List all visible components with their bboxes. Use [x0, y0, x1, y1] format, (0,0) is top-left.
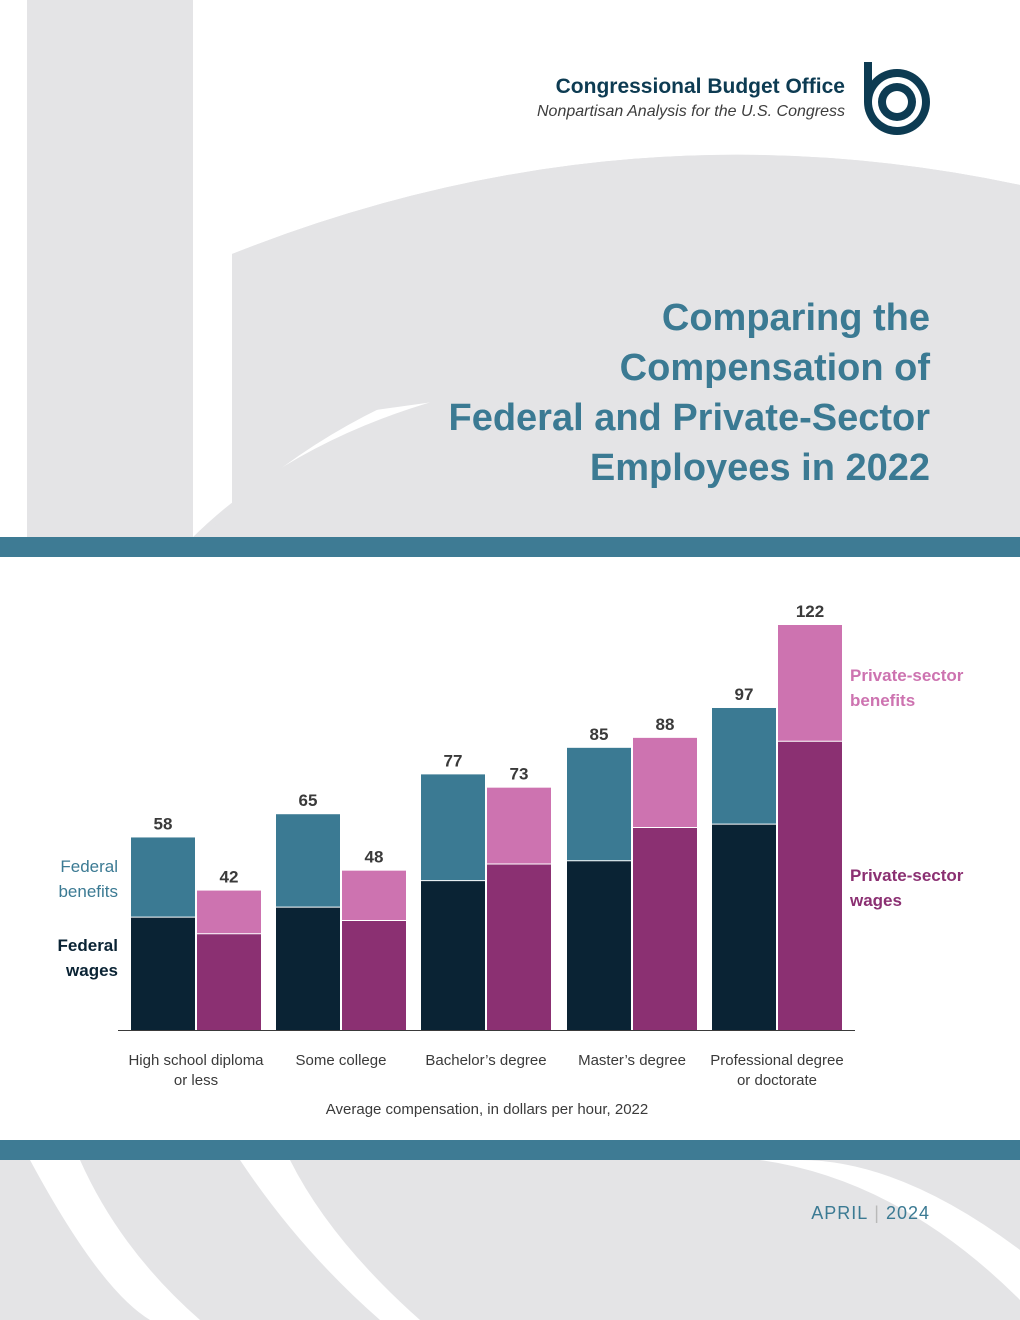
date-separator: | [874, 1203, 880, 1223]
federal-total-label: 65 [299, 791, 318, 810]
report-title: Comparing the Compensation of Federal an… [330, 293, 930, 493]
private-wages-bar [197, 933, 261, 1030]
federal-wages-bar [421, 880, 485, 1030]
background-lower-arc [30, 1160, 200, 1320]
private-total-label: 88 [656, 715, 675, 734]
federal-wages-bar [131, 917, 195, 1030]
legend-federal-wages: wages [65, 961, 118, 980]
legend-private-benefits: benefits [850, 691, 915, 710]
private-wages-bar [633, 827, 697, 1030]
cbo-logo-icon [864, 62, 930, 135]
private-benefits-bar [487, 787, 551, 865]
title-line-3: Federal and Private-Sector [448, 397, 930, 439]
private-benefits-bar [778, 625, 842, 742]
private-wages-bar [778, 741, 842, 1030]
private-total-label: 122 [796, 602, 824, 621]
report-year: 2024 [885, 1203, 930, 1223]
federal-benefits-bar [131, 837, 195, 918]
federal-wages-bar [712, 824, 776, 1030]
federal-total-label: 85 [590, 725, 609, 744]
legend-federal-benefits: Federal [60, 857, 118, 876]
report-header: Congressional Budget Office Nonpartisan … [537, 75, 845, 121]
private-total-label: 73 [510, 765, 529, 784]
title-line-2: Compensation of [619, 347, 930, 389]
category-tick-label: Bachelor’s degree [425, 1052, 546, 1069]
federal-total-label: 58 [154, 814, 173, 833]
title-line-4: Employees in 2022 [589, 447, 930, 489]
category-tick-label: Professional degree [710, 1052, 843, 1069]
legend-federal-wages: Federal [58, 936, 118, 955]
legend-federal-benefits: benefits [58, 882, 118, 901]
report-date: APRIL | 2024 [811, 1203, 930, 1224]
private-total-label: 42 [220, 868, 239, 887]
federal-total-label: 77 [444, 751, 463, 770]
federal-total-label: 97 [735, 685, 754, 704]
category-tick-label: or less [174, 1072, 218, 1089]
private-wages-bar [487, 864, 551, 1030]
federal-benefits-bar [276, 814, 340, 908]
legend-private-benefits: Private-sector [850, 666, 964, 685]
title-line-1: Comparing the [661, 297, 930, 339]
private-total-label: 48 [365, 848, 384, 867]
compensation-chart: 58 42 High school diploma or less 65 48 Some c… [58, 602, 964, 1118]
legend-private-wages: wages [849, 891, 902, 910]
category-tick-label: or doctorate [737, 1072, 817, 1089]
bottom-band [0, 1140, 1020, 1160]
private-wages-bar [342, 920, 406, 1030]
top-band [0, 537, 1020, 557]
private-benefits-bar [633, 737, 697, 828]
legend-private-wages: Private-sector [850, 866, 964, 885]
category-tick-label: Some college [296, 1052, 387, 1069]
background-bar-shape [27, 0, 193, 540]
federal-benefits-bar [567, 747, 631, 861]
background-lower-arc-3 [760, 1160, 1020, 1300]
private-benefits-bar [342, 870, 406, 921]
category-tick-label: High school diploma [128, 1052, 264, 1069]
x-axis-title: Average compensation, in dollars per hou… [326, 1101, 648, 1118]
private-benefits-bar [197, 890, 261, 934]
federal-benefits-bar [712, 707, 776, 825]
background-arc-inner [200, 154, 1020, 540]
report-month: APRIL [811, 1203, 869, 1223]
federal-benefits-bar [421, 774, 485, 881]
background-lower-arc-2 [240, 1160, 420, 1320]
org-name: Congressional Budget Office [555, 75, 845, 98]
org-subtitle: Nonpartisan Analysis for the U.S. Congre… [537, 103, 845, 120]
federal-wages-bar [567, 860, 631, 1030]
category-tick-label: Master’s degree [578, 1052, 686, 1069]
federal-wages-bar [276, 907, 340, 1030]
